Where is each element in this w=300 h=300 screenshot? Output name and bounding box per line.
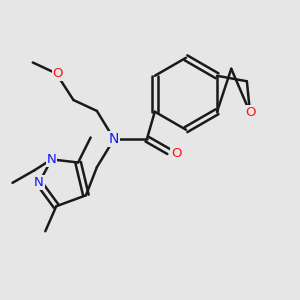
Text: O: O	[52, 67, 63, 80]
Text: O: O	[245, 106, 255, 119]
Text: N: N	[34, 176, 44, 189]
Text: N: N	[109, 132, 119, 146]
Text: O: O	[171, 147, 182, 160]
Text: N: N	[47, 153, 56, 166]
